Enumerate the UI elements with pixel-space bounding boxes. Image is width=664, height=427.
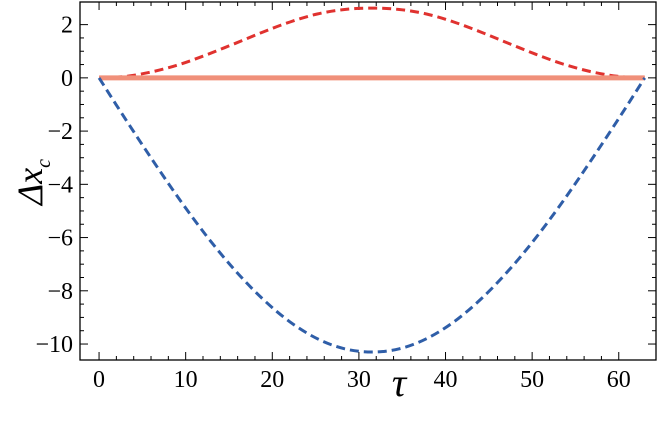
y-axis-title: Δxc xyxy=(10,159,55,207)
y-tick-label: −4 xyxy=(47,172,73,198)
x-tick-label: 50 xyxy=(520,367,544,393)
x-axis-title: τ xyxy=(392,360,408,405)
y-tick-label: −10 xyxy=(35,332,73,358)
axis-ticks xyxy=(80,2,656,360)
plot-series xyxy=(97,6,646,354)
y-tick-label: 2 xyxy=(61,13,73,39)
x-tick-label: 40 xyxy=(434,367,458,393)
series-line-3 xyxy=(97,77,646,354)
series-line-1 xyxy=(99,6,645,80)
x-tick-label: 10 xyxy=(174,367,198,393)
x-tick-label: 60 xyxy=(607,367,631,393)
y-tick-label: −8 xyxy=(47,279,73,305)
y-tick-label: 0 xyxy=(61,66,73,92)
y-axis-title-subscript: c xyxy=(33,159,55,168)
y-tick-label: −6 xyxy=(47,226,73,252)
y-tick-label: −2 xyxy=(47,119,73,145)
y-axis-title-main: Δx xyxy=(10,168,50,207)
x-tick-label: 30 xyxy=(347,367,371,393)
plot-frame xyxy=(79,1,657,361)
x-tick-label: 20 xyxy=(260,367,284,393)
x-tick-label: 0 xyxy=(93,367,105,393)
